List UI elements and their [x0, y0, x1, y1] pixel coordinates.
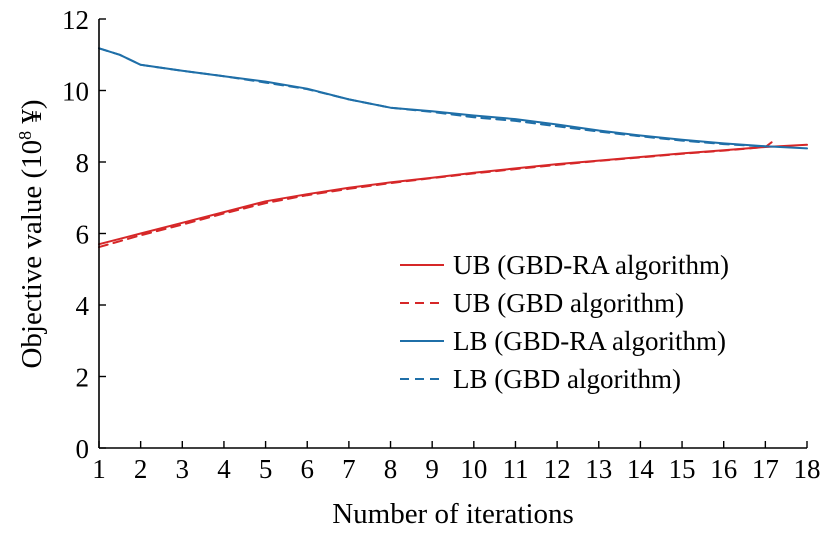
x-tick-label: 14 [627, 454, 655, 484]
x-tick-label: 9 [425, 454, 439, 484]
x-tick-label: 15 [669, 454, 696, 484]
legend: UB (GBD-RA algorithm) UB (GBD algorithm) L… [400, 250, 729, 394]
y-tick-label: 2 [76, 363, 90, 393]
y-tick-label: 6 [76, 220, 90, 250]
x-tick-label: 6 [300, 454, 314, 484]
x-tick-label: 3 [176, 454, 190, 484]
legend-label: UB (GBD algorithm) [453, 288, 684, 318]
y-axis-title-main: Objective value (10 [16, 140, 48, 369]
y-axis-title: Objective value (108 ¥) [15, 99, 48, 368]
legend-label: LB (GBD algorithm) [453, 364, 681, 394]
series-line-2 [98, 47, 808, 150]
x-tick-label: 8 [384, 454, 398, 484]
series-line-1 [98, 141, 773, 249]
x-tick-label: 13 [585, 454, 612, 484]
y-tick-labels: 0 2 4 6 8 10 12 [62, 5, 90, 464]
y-tick-label: 12 [62, 5, 89, 35]
y-tick-label: 10 [62, 77, 89, 107]
y-tick-label: 8 [76, 148, 90, 178]
x-tick-label: 1 [92, 454, 106, 484]
x-axis-title: Number of iterations [332, 498, 574, 530]
x-tick-label: 17 [752, 454, 779, 484]
series-line-3 [98, 47, 767, 148]
series-layer [98, 47, 808, 249]
y-tick-label: 0 [76, 434, 90, 464]
x-tick-label: 11 [502, 454, 528, 484]
series-line-0 [98, 143, 808, 246]
axis-ticks [98, 18, 808, 449]
x-tick-labels: 1 2 3 4 5 6 7 8 9 10 11 12 13 14 15 16 17 18 [92, 454, 820, 484]
y-axis-title-tail: ¥) [16, 99, 48, 130]
x-tick-label: 4 [217, 454, 231, 484]
x-tick-label: 5 [259, 454, 273, 484]
x-tick-label: 12 [544, 454, 571, 484]
x-tick-label: 7 [342, 454, 356, 484]
legend-label: LB (GBD-RA algorithm) [453, 326, 726, 356]
legend-label: UB (GBD-RA algorithm) [453, 250, 729, 280]
x-tick-label: 10 [460, 454, 487, 484]
y-axis-title-superscript: 8 [15, 131, 35, 140]
y-tick-label: 4 [76, 291, 90, 321]
x-tick-label: 2 [134, 454, 148, 484]
x-tick-label: 18 [794, 454, 821, 484]
x-tick-label: 16 [710, 454, 737, 484]
